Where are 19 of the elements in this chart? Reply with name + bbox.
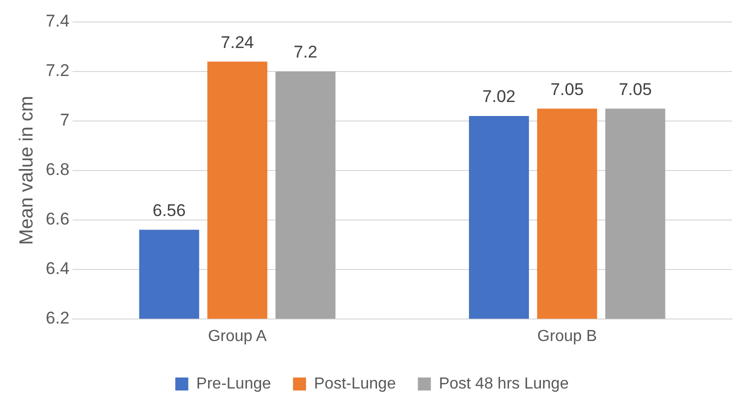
data-label: 7.24 [220, 32, 254, 52]
data-label: 7.2 [294, 42, 318, 62]
data-label: 7.05 [618, 80, 652, 99]
legend-label: Pre-Lunge [196, 375, 272, 392]
legend-label: Post 48 hrs Lunge [438, 375, 569, 392]
y-tick-label: 7 [60, 110, 70, 130]
y-tick-label: 6.2 [46, 308, 70, 328]
y-tick-label: 7.2 [46, 61, 70, 80]
x-tick-label: Group B [537, 328, 597, 345]
x-tick-label: Group A [208, 328, 268, 345]
data-label: 7.02 [482, 87, 516, 106]
y-axis-title: Mean value in cm [16, 96, 38, 245]
data-label: 7.05 [550, 80, 584, 99]
legend-label: Post-Lunge [314, 375, 396, 392]
data-label: 6.56 [152, 200, 186, 220]
y-tick-label: 6.8 [46, 160, 70, 180]
y-tick-label: 6.4 [46, 259, 70, 278]
y-tick-label: 6.6 [46, 210, 70, 229]
y-tick-label: 7.4 [46, 12, 70, 31]
